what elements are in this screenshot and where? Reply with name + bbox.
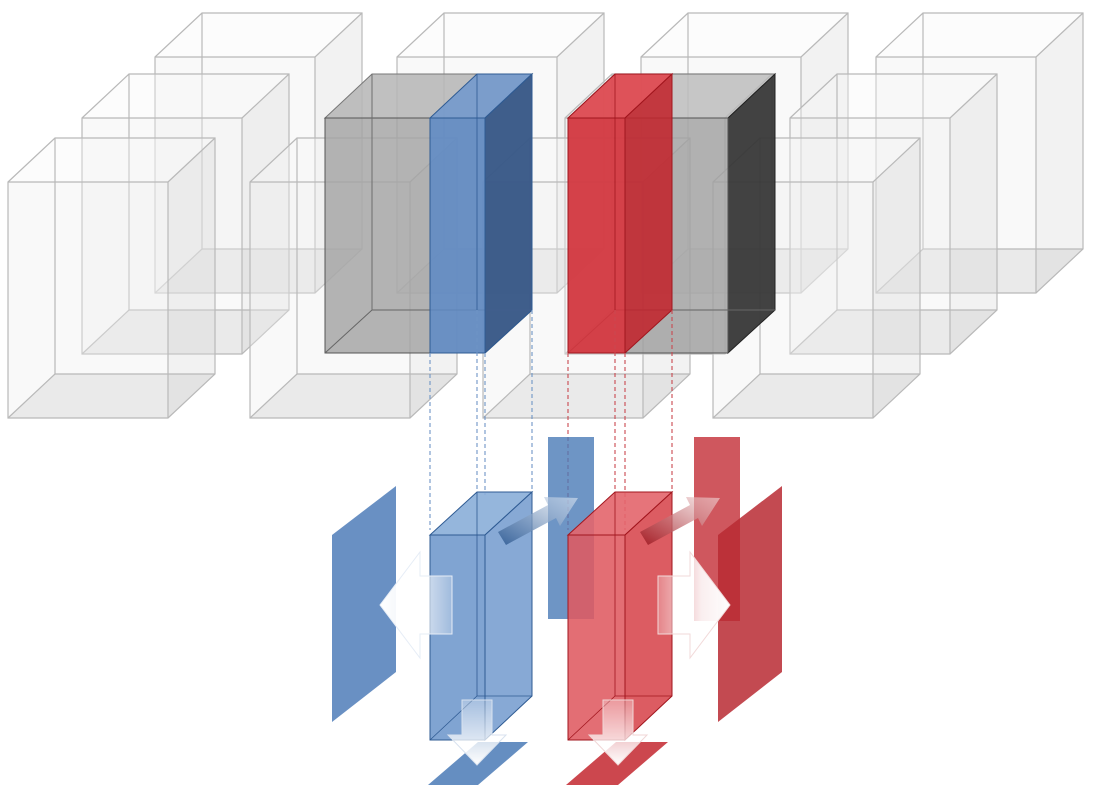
down-arrow-icon [587,699,649,766]
red-face-slab-top [566,72,674,355]
ghost-grid-cell [81,73,290,355]
ghost-grid-cell [789,73,998,355]
right-arrow-icon [657,550,731,660]
red-flux-assembly [566,437,782,785]
ghost-grid-cells [7,12,1084,419]
down-arrow-icon [446,699,508,766]
blue-left-face-plane [332,486,396,722]
blue-face-slab-top [428,72,534,355]
diagonal-arrow-icon [498,497,578,545]
left-arrow-icon [379,550,453,660]
red-right-face-plane [718,486,782,722]
ghost-grid-cell [7,137,216,419]
diagonal-arrow-icon [640,497,720,545]
ghost-grid-cell [875,12,1084,294]
blue-projection-lines [429,310,533,530]
blue-flux-assembly [332,437,594,785]
